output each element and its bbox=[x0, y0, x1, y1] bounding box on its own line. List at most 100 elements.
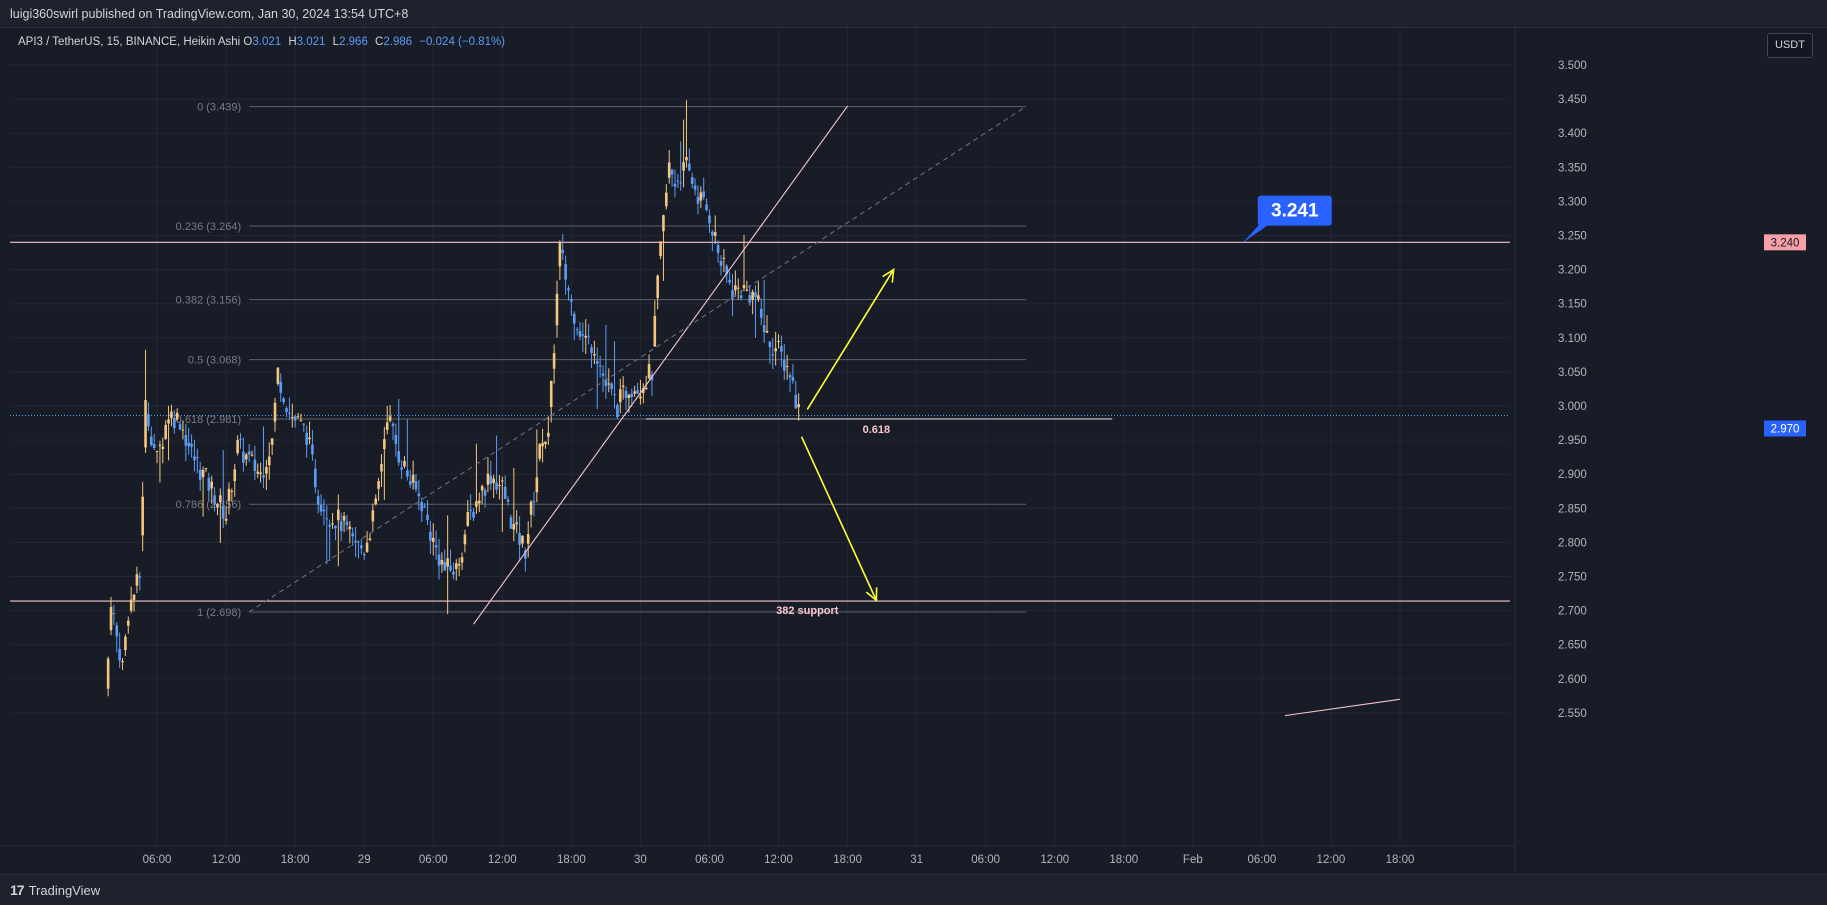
candle-body bbox=[483, 490, 487, 496]
candle-body bbox=[762, 325, 766, 333]
candle-body bbox=[584, 335, 588, 338]
candle-body bbox=[138, 576, 142, 578]
candle-body bbox=[526, 534, 530, 544]
candle-body bbox=[734, 285, 737, 291]
current-price-tag bbox=[1764, 420, 1806, 437]
candle-body bbox=[598, 365, 602, 367]
price-chart[interactable]: 0 (3.439) 0.236 (3.264) 0.382 (3.156) 0.5 (… bbox=[0, 28, 1827, 874]
candle-body bbox=[688, 163, 691, 171]
candle-body bbox=[538, 444, 542, 459]
candle-body bbox=[158, 444, 162, 446]
candle-body bbox=[204, 468, 208, 470]
candle-body bbox=[129, 599, 133, 611]
fib-trend-dashed-line bbox=[248, 106, 1027, 613]
candle-body bbox=[403, 461, 406, 467]
candle-body bbox=[561, 249, 565, 254]
candle-body bbox=[302, 423, 306, 425]
axes: 3.500 3.450 3.400 3.350 3.300 3.250 3.200 3.150… bbox=[0, 28, 1827, 874]
candle-body bbox=[702, 191, 706, 198]
x-tick-label: 12:00 bbox=[488, 854, 517, 866]
x-tick-label: 06:00 bbox=[419, 854, 448, 866]
candle-body bbox=[282, 398, 285, 403]
y-tick-label: 3.000 bbox=[1558, 401, 1587, 413]
candle-body bbox=[757, 295, 760, 300]
candle-body bbox=[342, 515, 346, 521]
candle-body bbox=[739, 295, 743, 299]
candle-body bbox=[339, 521, 343, 531]
candle-body bbox=[742, 285, 746, 289]
candle-body bbox=[371, 510, 375, 522]
y-tick-label: 2.650 bbox=[1558, 640, 1587, 652]
currency-button[interactable]: USDT bbox=[1767, 33, 1813, 58]
candle-body bbox=[219, 495, 222, 503]
candle-body bbox=[262, 475, 265, 478]
candle-body bbox=[365, 542, 369, 552]
fib-level-label: 0.618 (2.981) bbox=[176, 414, 241, 426]
candle-body bbox=[754, 292, 757, 298]
fib-level-label: 0.382 (3.156) bbox=[176, 295, 241, 307]
candle-body bbox=[633, 391, 636, 394]
candle-body bbox=[276, 367, 280, 384]
low-value: 2.966 bbox=[339, 36, 368, 48]
candle-body bbox=[380, 464, 383, 472]
candle-body bbox=[567, 288, 570, 291]
candle-body bbox=[782, 359, 786, 371]
labels: 0.618 382 support 3.241 bbox=[776, 195, 1332, 617]
candle-body bbox=[152, 443, 156, 448]
candle-body bbox=[716, 245, 720, 253]
candle-body bbox=[544, 441, 547, 445]
candle-body bbox=[426, 514, 429, 521]
tradingview-brand[interactable]: 17 TradingView bbox=[10, 882, 100, 898]
candle-body bbox=[167, 419, 170, 424]
y-tick-label: 3.400 bbox=[1558, 128, 1587, 140]
candle-body bbox=[391, 423, 395, 427]
candle-body bbox=[722, 257, 726, 259]
candle-body bbox=[253, 459, 257, 472]
candle-body bbox=[454, 563, 458, 570]
candle-body bbox=[475, 501, 478, 507]
publish-info: luigi360swirl published on TradingView.c… bbox=[10, 7, 409, 21]
candle-body bbox=[230, 490, 234, 492]
candle-body bbox=[659, 241, 662, 257]
candle-body bbox=[296, 416, 300, 418]
candle-body bbox=[187, 442, 191, 447]
candle-body bbox=[247, 451, 251, 455]
candle-body bbox=[656, 275, 659, 298]
candle-body bbox=[193, 456, 196, 461]
candle-body bbox=[593, 353, 596, 356]
candle-body bbox=[227, 488, 231, 501]
candle-body bbox=[552, 353, 556, 369]
arrow-shaft bbox=[806, 269, 895, 410]
candle-body bbox=[690, 177, 694, 184]
candle-body bbox=[132, 594, 136, 600]
candle-body bbox=[725, 265, 729, 275]
candle-body bbox=[184, 434, 188, 446]
candle-body bbox=[106, 658, 110, 689]
candle-body bbox=[201, 469, 205, 478]
candle-body bbox=[411, 474, 415, 483]
arrow-shaft bbox=[800, 436, 878, 601]
candle-body bbox=[521, 535, 524, 544]
x-tick-label: 06:00 bbox=[971, 854, 1000, 866]
fib-level-label: 0.5 (3.068) bbox=[188, 355, 241, 367]
high-value: 3.021 bbox=[296, 36, 326, 48]
candle-body bbox=[322, 509, 326, 512]
chart-area[interactable]: 0 (3.439) 0.236 (3.264) 0.382 (3.156) 0.5 (… bbox=[0, 28, 1827, 874]
horizontal-lines bbox=[10, 241, 1510, 602]
current-price-tag-label: 2.970 bbox=[1771, 424, 1800, 436]
x-tick-label: 06:00 bbox=[695, 854, 724, 866]
candle-body bbox=[147, 413, 150, 427]
candle-body bbox=[570, 298, 573, 302]
candle-body bbox=[653, 315, 657, 347]
candles bbox=[106, 100, 800, 697]
candle-body bbox=[420, 502, 424, 512]
candle-body bbox=[285, 408, 288, 412]
candle-body bbox=[213, 495, 216, 505]
x-tick-label: 12:00 bbox=[764, 854, 793, 866]
candle-body bbox=[541, 442, 544, 447]
candle-body bbox=[109, 607, 113, 631]
candle-body bbox=[293, 416, 297, 421]
y-tick-label: 3.300 bbox=[1558, 196, 1587, 208]
candle-body bbox=[682, 162, 685, 171]
candle-body bbox=[357, 541, 360, 543]
